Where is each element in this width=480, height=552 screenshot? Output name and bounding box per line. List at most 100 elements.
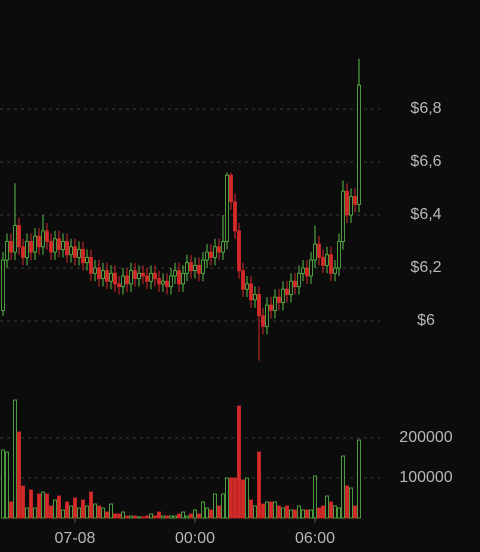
volume-tick-label: 200000 [399, 429, 452, 446]
candle-body [341, 190, 345, 242]
candle-body [293, 280, 297, 287]
candle-body [73, 246, 77, 258]
volume-bar [113, 513, 117, 519]
candle-body [85, 256, 89, 264]
volume-bar [337, 507, 341, 519]
volume-bar [149, 513, 153, 519]
y-tick-label: $6,6 [410, 153, 441, 170]
candle-body [261, 315, 265, 327]
candle-body [121, 275, 125, 287]
candle-body [13, 225, 17, 253]
candle-body [57, 238, 61, 250]
candle-body [61, 241, 65, 250]
candle-body [337, 241, 341, 269]
volume-bar [173, 515, 177, 519]
volume-bar [305, 509, 309, 519]
volume-bar [349, 487, 353, 519]
y-tick-label: $6,4 [410, 206, 441, 223]
volume-bar [117, 513, 121, 519]
candle-body [173, 270, 177, 277]
x-tick-label: 07-08 [55, 530, 96, 547]
volume-bar [97, 505, 101, 519]
volume-bar [77, 507, 81, 519]
candle-body [125, 275, 129, 285]
candle-body [245, 283, 249, 290]
candle-body [1, 259, 5, 311]
volume-bar [225, 477, 229, 519]
y-tick-label: $6,2 [410, 259, 441, 276]
volume-bar [165, 515, 169, 519]
volume-bar [29, 489, 33, 519]
x-tick-label: 00:00 [175, 530, 215, 547]
volume-bar [233, 477, 237, 519]
volume-bar [13, 399, 17, 519]
volume-bar [325, 495, 329, 519]
volume-bar [21, 485, 25, 519]
volume-bar [345, 485, 349, 519]
volume-bar [85, 505, 89, 519]
volume-bar [257, 451, 261, 519]
volume-bar [125, 515, 129, 519]
candle-body [17, 225, 21, 248]
candle-body [153, 272, 157, 279]
volume-bar [217, 505, 221, 519]
volume-bar [185, 515, 189, 519]
candle-body [221, 241, 225, 253]
candle-body [233, 201, 237, 232]
candle-body [129, 270, 133, 285]
candle-body [321, 256, 325, 266]
candle-body [29, 241, 33, 253]
candle-body [65, 241, 69, 256]
candle-body [273, 296, 277, 311]
volume-bar [137, 516, 141, 519]
candle-body [53, 238, 57, 253]
candle-body [149, 272, 153, 282]
candle-body [285, 288, 289, 295]
volume-bar [229, 477, 233, 519]
volume-bar [109, 503, 113, 519]
candle-body [77, 249, 81, 258]
candle-body [333, 267, 337, 274]
candle-body [253, 294, 257, 301]
volume-bar [61, 509, 65, 519]
volume-bar [193, 509, 197, 519]
candle-body [137, 272, 141, 279]
candle-body [81, 249, 85, 264]
candle-body [345, 190, 349, 216]
volume-bar [245, 477, 249, 519]
volume-bar [1, 449, 5, 519]
candle-body [205, 251, 209, 261]
candle-body [309, 259, 313, 277]
volume-bar [301, 509, 305, 519]
volume-bar [209, 509, 213, 519]
volume-bar [133, 515, 137, 519]
candle-body [165, 280, 169, 287]
candle-body [265, 304, 269, 327]
y-tick-label: $6,8 [410, 100, 441, 117]
volume-bar [37, 493, 41, 519]
volume-bar [17, 431, 21, 519]
volume-bar [321, 505, 325, 519]
volume-bar [309, 509, 313, 519]
candle-body [177, 270, 181, 285]
volume-bar [41, 491, 45, 519]
candle-body [197, 264, 201, 274]
candle-body [257, 294, 261, 317]
candle-body [281, 288, 285, 303]
volume-bar [281, 507, 285, 519]
candle-body [349, 196, 353, 216]
volume-bar [357, 439, 361, 519]
candle-body [353, 196, 357, 205]
candle-body [325, 254, 329, 266]
volume-bar [145, 515, 149, 519]
volume-bar [9, 501, 13, 519]
volume-bar [329, 501, 333, 519]
volume-bar [45, 493, 49, 519]
volume-bar [317, 507, 321, 519]
candle-body [37, 235, 41, 248]
candle-body [225, 174, 229, 242]
volume-bar [101, 507, 105, 519]
candle-body [185, 262, 189, 274]
volume-bar [93, 503, 97, 519]
